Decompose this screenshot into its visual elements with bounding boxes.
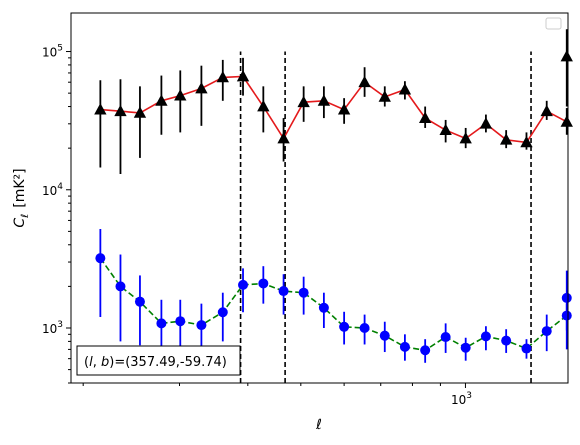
series-1-point <box>236 69 250 82</box>
series-2-point <box>258 278 269 289</box>
series-2-point <box>541 326 552 337</box>
ticks-layer: 103 103 104 105 <box>42 44 472 407</box>
annotation-text: (l, b)=(357.49,-59.74) <box>84 355 227 370</box>
series-1-point <box>520 135 533 148</box>
series-2-point <box>561 310 572 321</box>
y-axis-label-units: [mK²] <box>12 168 28 207</box>
series-2-point <box>298 287 309 298</box>
series-2-point <box>521 343 532 354</box>
series-1-point <box>94 103 107 115</box>
plot-frame <box>70 12 569 384</box>
annotation-value: =(357.49,-59.74) <box>114 355 227 370</box>
series-1-point <box>439 123 452 136</box>
y-tick-label: 104 <box>42 182 63 198</box>
series-1-point <box>195 82 208 94</box>
series-1-point <box>297 95 310 108</box>
vertical-lines-layer <box>239 51 532 383</box>
series-2-point <box>318 302 329 313</box>
series-2-point <box>175 316 186 327</box>
series-1-point <box>560 50 573 62</box>
series-2-point <box>420 345 431 356</box>
series-1-point <box>277 131 290 144</box>
legend-box <box>545 17 562 30</box>
series-1-point <box>114 104 127 117</box>
series-2-point <box>156 318 167 329</box>
x-tick-label: 103 <box>451 391 472 407</box>
series-2-point <box>460 342 471 353</box>
series-1-point <box>317 94 331 106</box>
y-axis-label: Cℓ [mK²] <box>12 168 31 227</box>
series-2 <box>95 229 572 363</box>
y-axis-label-symbol: C <box>12 218 28 228</box>
series-1-point <box>459 131 472 144</box>
series-2-point <box>339 321 350 332</box>
series-2-point <box>501 335 512 346</box>
series-layer <box>94 29 573 363</box>
series-1-point <box>155 94 168 106</box>
series-1-point <box>479 117 493 129</box>
series-1 <box>94 29 573 175</box>
annotation-box <box>76 345 241 376</box>
series-1-point <box>257 100 270 112</box>
series-2-point <box>238 279 249 290</box>
series-2-point <box>134 296 145 307</box>
series-1-point <box>133 106 147 118</box>
series-1-point <box>418 111 432 123</box>
series-1-point <box>560 115 573 127</box>
series-1-point <box>378 90 391 102</box>
series-1-point <box>358 75 371 88</box>
series-2-point <box>480 331 491 342</box>
y-tick-label: 103 <box>42 320 63 336</box>
series-1-point <box>398 83 412 95</box>
series-2-point <box>278 286 289 297</box>
series-2-point <box>379 330 390 341</box>
series-2-point <box>196 320 207 331</box>
series-2-point <box>95 253 106 264</box>
y-axis-label-subscript: ℓ <box>20 214 31 218</box>
series-1-point <box>216 70 229 83</box>
series-2-point <box>217 307 228 318</box>
y-tick-label: 105 <box>42 44 63 60</box>
annotation-b: b <box>101 355 109 370</box>
series-1-point <box>540 104 553 117</box>
x-axis-label: ℓ <box>315 417 322 433</box>
plot-background <box>71 13 568 383</box>
annotation-l: l <box>89 355 93 370</box>
series-1-point <box>337 103 351 115</box>
annotation: (l, b)=(357.49,-59.74) <box>76 345 241 376</box>
series-1-point <box>174 89 187 101</box>
series-2-point <box>115 281 126 292</box>
series-1-point <box>499 133 513 145</box>
series-2-point <box>440 332 451 343</box>
series-2-point <box>561 292 572 303</box>
series-2-point <box>359 322 370 333</box>
series-2-point <box>399 341 410 352</box>
